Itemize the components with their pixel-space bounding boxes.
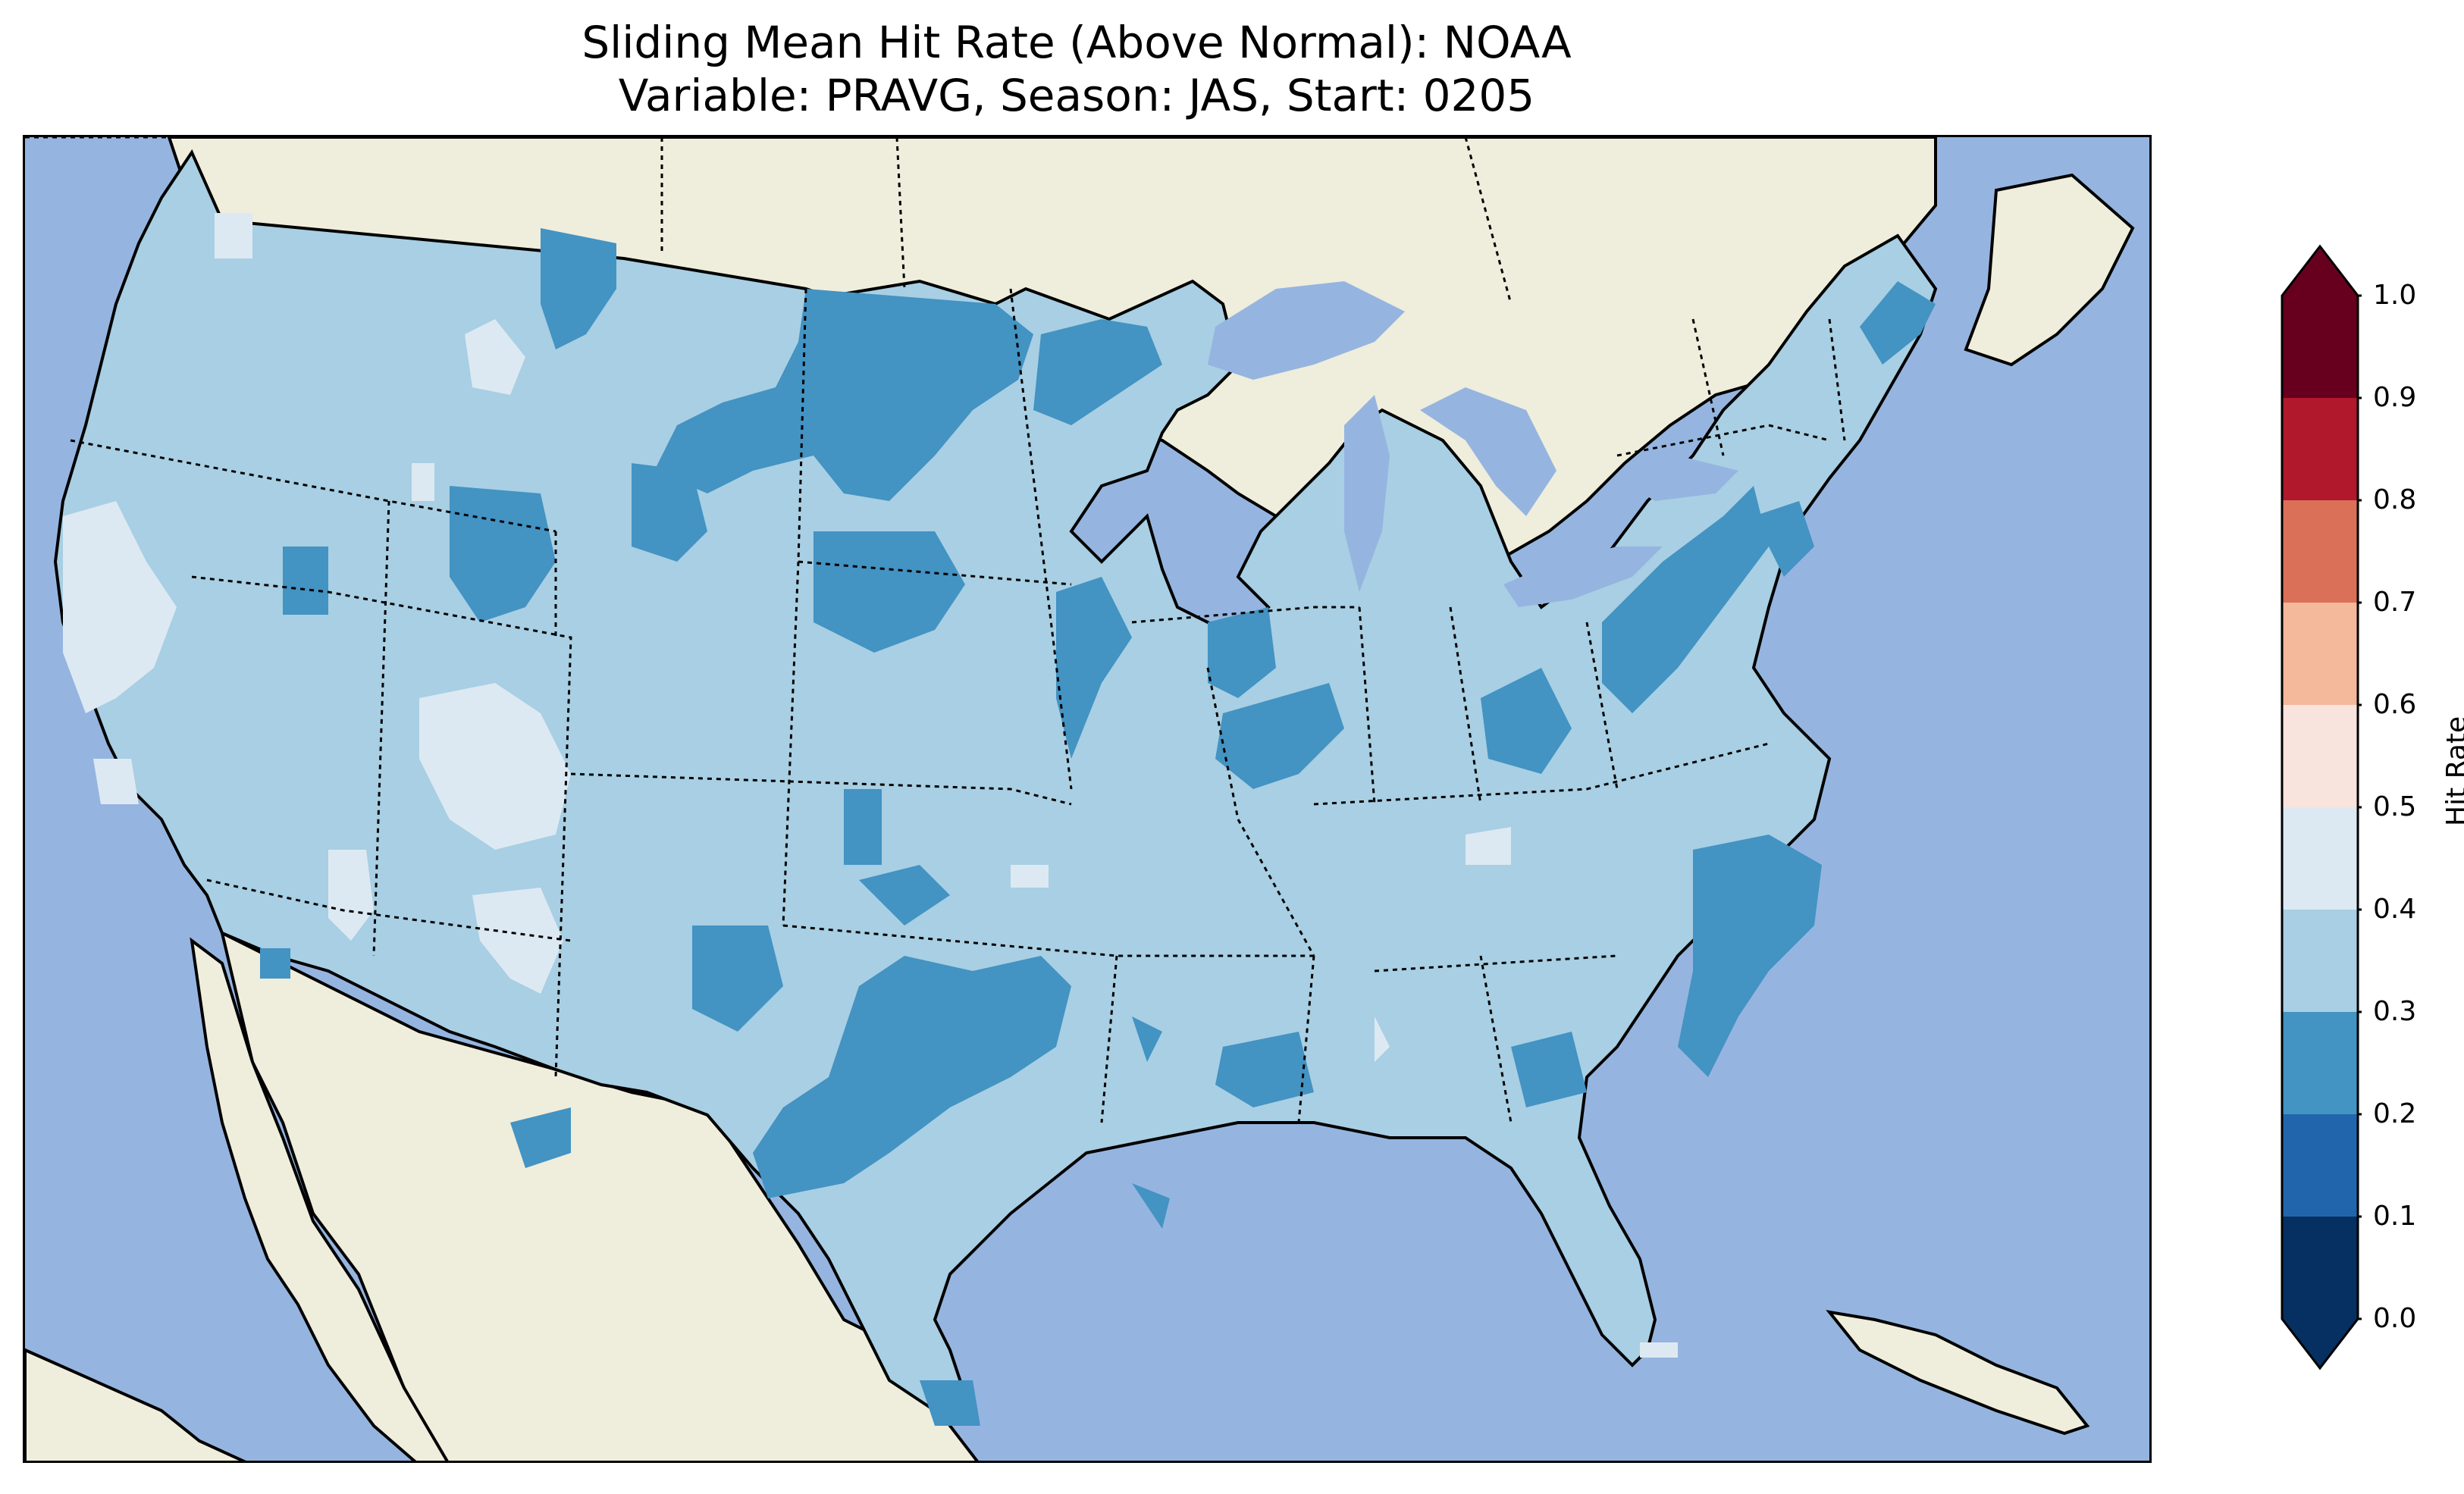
colorbar-bins (2281, 244, 2362, 1370)
colorbar-tick-label: 0.5 (2373, 791, 2417, 822)
maritimes-land (1964, 173, 2135, 367)
colorbar-bin-2 (2282, 1012, 2358, 1114)
map-svg (25, 137, 2149, 1461)
canada-border (25, 137, 1513, 305)
cuba-land (1826, 1310, 2090, 1436)
state-borders (70, 288, 1846, 1123)
baja-land (190, 937, 449, 1461)
colorbar-tick-label: 1.0 (2373, 280, 2417, 311)
colorbar-bin-0 (2282, 1217, 2358, 1319)
colorbar (2281, 244, 2362, 1370)
colorbar-tick-label: 0.7 (2373, 587, 2417, 618)
hit-rate-0-4-0-5-patches (63, 213, 1678, 1358)
hit-rate-0-2-0-3-patches (260, 228, 1936, 1426)
colorbar-bin-7 (2282, 500, 2358, 603)
colorbar-tick-label: 0.9 (2373, 382, 2417, 413)
colorbar-bin-6 (2282, 603, 2358, 705)
colorbar-bin-1 (2282, 1114, 2358, 1217)
colorbar-bin-5 (2282, 705, 2358, 807)
great-lakes (1208, 281, 1738, 607)
colorbar-extend-min (2282, 1319, 2358, 1368)
colorbar-bin-9 (2282, 296, 2358, 398)
chart-title-line1: Sliding Mean Hit Rate (Above Normal): NO… (582, 17, 1572, 68)
colorbar-label: Hit Rate (2441, 716, 2464, 826)
colorbar-tick-label: 0.1 (2373, 1201, 2417, 1232)
colorbar-tick-label: 0.6 (2373, 689, 2417, 720)
colorbar-bin-3 (2282, 910, 2358, 1012)
colorbar-bin-4 (2282, 807, 2358, 910)
colorbar-tick-label: 0.3 (2373, 996, 2417, 1027)
colorbar-tick-label: 0.2 (2373, 1098, 2417, 1129)
colorbar-tick-label: 0.4 (2373, 894, 2417, 925)
map-panel (23, 135, 2152, 1463)
colorbar-bin-8 (2282, 398, 2358, 500)
colorbar-extend-max (2282, 246, 2358, 296)
colorbar-tick-label: 0.0 (2373, 1303, 2417, 1334)
chart-title-line2: Variable: PRAVG, Season: JAS, Start: 020… (618, 70, 1535, 121)
colorbar-tick-label: 0.8 (2373, 484, 2417, 515)
